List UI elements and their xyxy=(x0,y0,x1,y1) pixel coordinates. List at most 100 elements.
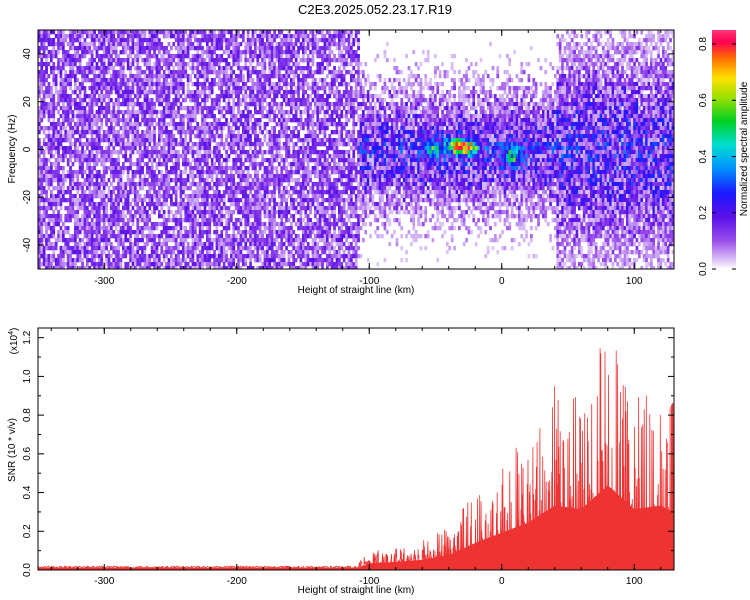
spectrogram-cell xyxy=(222,194,226,199)
spectrogram-cell xyxy=(189,202,192,207)
spectrogram-cell xyxy=(261,234,264,239)
spectrogram-cell xyxy=(66,78,70,83)
spectrogram-cell xyxy=(203,74,207,79)
spectrogram-cell xyxy=(208,134,212,139)
spectrogram-cell xyxy=(69,46,72,51)
spectrogram-cell xyxy=(165,106,168,111)
spectrogram-cell xyxy=(90,166,94,171)
spectrogram-cell xyxy=(153,254,156,259)
spectrogram-cell xyxy=(141,206,144,211)
spectrogram-cell xyxy=(167,66,171,71)
spectrogram-cell xyxy=(208,142,212,147)
spectrogram-cell xyxy=(54,42,58,47)
spectrogram-cell xyxy=(234,74,238,79)
spectrogram-cell xyxy=(268,102,272,107)
spectrogram-cell xyxy=(155,254,159,259)
spectrogram-cell xyxy=(126,114,130,119)
spectrogram-cell xyxy=(280,170,284,175)
spectrogram-cell xyxy=(45,34,48,39)
spectrogram-cell xyxy=(50,202,53,207)
spectrogram-cell xyxy=(158,118,161,123)
spectrogram-cell xyxy=(138,86,142,91)
spectrogram-cell xyxy=(244,50,248,55)
spectrogram-cell xyxy=(69,70,72,75)
spectrogram-cell xyxy=(220,58,224,63)
spectrogram-cell xyxy=(215,218,219,223)
spectrogram-cell xyxy=(258,54,262,59)
spectrogram-cell xyxy=(222,74,226,79)
spectrogram-cell xyxy=(194,142,197,147)
spectrogram-cell xyxy=(158,126,161,131)
spectrogram-cell xyxy=(186,82,190,87)
spectrogram-cell xyxy=(81,82,84,87)
spectrogram-cell xyxy=(153,210,156,215)
spectrogram-cell xyxy=(258,94,262,99)
spectrogram-cell xyxy=(210,106,214,111)
spectrogram-cell xyxy=(64,74,68,79)
spectrogram-cell xyxy=(62,186,65,191)
spectrogram-cell xyxy=(141,134,144,139)
spectrogram-cell xyxy=(50,86,53,91)
spectrogram-cell xyxy=(273,194,276,199)
spectrogram-cell xyxy=(110,46,113,51)
spectrogram-cell xyxy=(196,262,200,267)
spectrogram-cell xyxy=(69,138,72,143)
spectrogram-cell xyxy=(81,266,84,269)
spectrogram-cell xyxy=(88,66,92,71)
spectrogram-cell xyxy=(129,114,132,119)
spectrogram-cell xyxy=(174,174,178,179)
spectrogram-cell xyxy=(246,122,250,127)
spectrogram-cell xyxy=(119,138,123,143)
spectrogram-cell xyxy=(76,234,80,239)
spectrogram-cell xyxy=(273,66,276,71)
spectrogram-cell xyxy=(179,70,183,75)
spectrogram-cell xyxy=(263,98,267,103)
spectrogram-cell xyxy=(191,210,195,215)
spectrogram-cell xyxy=(203,114,207,119)
spectrogram-cell xyxy=(98,82,101,87)
spectrogram-cell xyxy=(148,218,152,223)
spectrogram-cell xyxy=(278,174,281,179)
spectrogram-cell xyxy=(124,206,128,211)
spectrogram-cell xyxy=(153,102,156,107)
spectrogram-cell xyxy=(78,62,82,67)
spectrogram-cell xyxy=(150,238,154,243)
spectrogram-cell xyxy=(122,130,125,135)
spectrogram-cell xyxy=(131,214,135,219)
spectrogram-cell xyxy=(102,74,106,79)
spectrogram-cell xyxy=(88,266,92,269)
spectrogram-cell xyxy=(182,234,185,239)
spectrogram-cell xyxy=(105,210,108,215)
spectrogram-cell xyxy=(203,222,207,227)
spectrogram-cell xyxy=(172,138,176,143)
spectrogram-cell xyxy=(179,242,183,247)
spectrogram-cell xyxy=(215,222,219,227)
spectrogram-cell xyxy=(40,118,44,123)
spectrogram-cell xyxy=(64,146,68,151)
spectrogram-cell xyxy=(155,82,159,87)
spectrogram-cell xyxy=(254,126,257,131)
spectrogram-cell xyxy=(290,194,293,199)
spectrogram-cell xyxy=(122,142,125,147)
spectrogram-cell xyxy=(184,74,188,79)
spectrogram-cell xyxy=(251,58,255,63)
spectrogram-cell xyxy=(95,214,99,219)
spectrogram-cell xyxy=(114,206,118,211)
spectrogram-cell xyxy=(146,58,149,63)
spectrogram-cell xyxy=(196,50,200,55)
spectrogram-cell xyxy=(88,118,92,123)
spectrogram-cell xyxy=(266,30,269,35)
spectrogram-cell xyxy=(153,266,156,269)
spectrogram-cell xyxy=(124,118,128,123)
spectrogram-cell xyxy=(148,34,152,39)
spectrogram-cell xyxy=(220,234,224,239)
spectrogram-cell xyxy=(251,206,255,211)
spectrogram-cell xyxy=(126,134,130,139)
spectrogram-cell xyxy=(239,58,243,63)
spectrogram-cell xyxy=(40,74,44,79)
spectrogram-cell xyxy=(88,138,92,143)
spectrogram-cell xyxy=(160,130,164,135)
spectrogram-cell xyxy=(38,198,41,203)
spectrogram-cell xyxy=(54,194,58,199)
spectrogram-cell xyxy=(172,246,176,251)
